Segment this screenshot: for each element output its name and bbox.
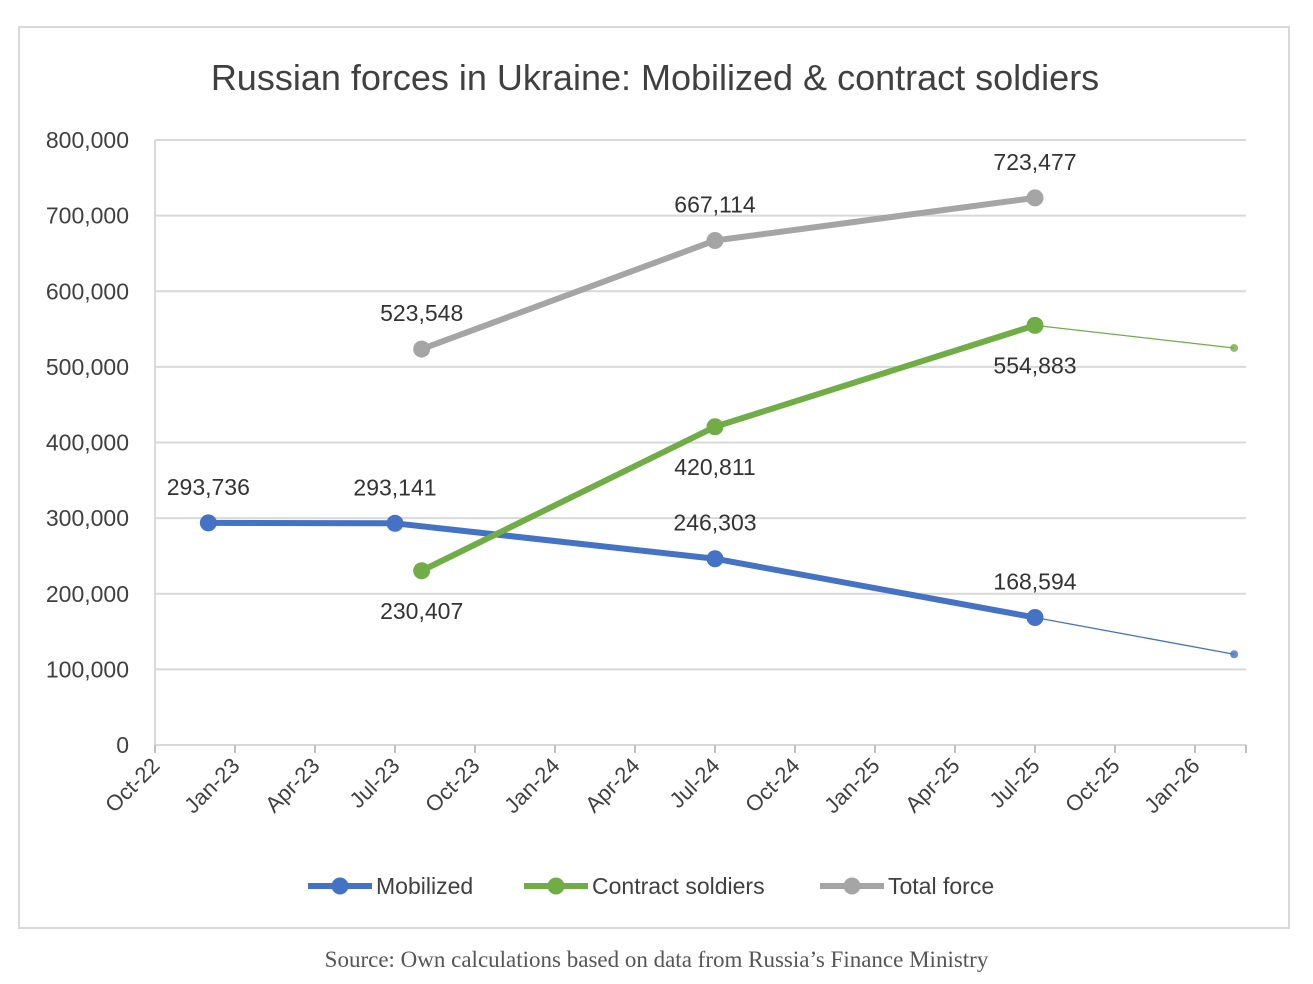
y-tick-label: 200,000 xyxy=(46,581,129,607)
source-note: Source: Own calculations based on data f… xyxy=(324,947,989,972)
x-tick-label: Jul-24 xyxy=(664,753,724,813)
contract-soldiers-point xyxy=(706,418,724,436)
mobilized-data-label: 293,736 xyxy=(167,474,250,500)
mobilized-point xyxy=(199,514,217,532)
chart-frame xyxy=(18,26,1290,929)
contract-soldiers-data-label: 230,407 xyxy=(380,598,463,624)
gridlines xyxy=(155,139,1246,671)
contract-soldiers-projection-point xyxy=(1230,343,1239,352)
y-tick-label: 400,000 xyxy=(46,430,129,456)
total-force-data-label: 523,548 xyxy=(380,300,463,326)
total-force-point xyxy=(706,231,724,249)
total-force-legend-marker xyxy=(843,877,861,895)
contract-soldiers-data-label: 554,883 xyxy=(993,352,1076,378)
mobilized-line xyxy=(208,519,1036,621)
x-tick-label: Jan-26 xyxy=(1139,753,1204,818)
x-tick-label: Apr-24 xyxy=(580,753,644,817)
x-tick-label: Oct-23 xyxy=(420,753,484,817)
mobilized-point xyxy=(1026,609,1044,627)
mobilized-projection-line xyxy=(1034,616,1235,655)
chart-title: Russian forces in Ukraine: Mobilized & c… xyxy=(211,57,1099,98)
contract-soldiers-legend-marker xyxy=(547,877,565,895)
series-lines xyxy=(199,189,1239,659)
y-axis: 0 100,000 200,000 300,000 400,000 500,000 600,… xyxy=(46,127,156,758)
x-tick-label: Jan-23 xyxy=(179,753,244,818)
mobilized-data-label: 293,141 xyxy=(353,474,436,500)
total-force-data-label: 667,114 xyxy=(674,191,756,217)
x-tick-label: Jul-23 xyxy=(344,753,404,813)
mobilized-data-label: 246,303 xyxy=(673,510,756,536)
x-tick-label: Jan-25 xyxy=(819,753,884,818)
contract-soldiers-projection-line xyxy=(1034,324,1235,349)
mobilized-legend-label: Mobilized xyxy=(376,873,473,899)
contract-soldiers-data-label: 420,811 xyxy=(674,454,755,480)
y-tick-label: 700,000 xyxy=(46,203,129,229)
contract-soldiers-point xyxy=(1026,316,1044,334)
mobilized-point xyxy=(386,514,404,532)
y-tick-label: 800,000 xyxy=(46,127,129,153)
total-force-point xyxy=(413,340,431,358)
total-force-point xyxy=(1026,189,1044,207)
x-tick-label: Jul-25 xyxy=(984,753,1044,813)
x-axis: Oct-22 Jan-23 Apr-23 Jul-23 Oct-23 Jan-24 Apr-… xyxy=(100,744,1247,818)
mobilized-data-label: 168,594 xyxy=(993,569,1076,595)
y-tick-label: 100,000 xyxy=(46,656,129,682)
total-force-line xyxy=(420,194,1036,352)
y-tick-label: 500,000 xyxy=(46,354,129,380)
x-tick-label: Oct-22 xyxy=(100,753,164,817)
y-tick-label: 600,000 xyxy=(46,278,129,304)
contract-soldiers-point xyxy=(413,562,431,580)
x-tick-label: Apr-25 xyxy=(900,753,964,817)
legend: Mobilized Contract soldiers Total force xyxy=(308,873,994,899)
data-labels: 293,736 293,141 246,303 168,594 230,407 420,8… xyxy=(167,149,1077,624)
contract-soldiers-legend-label: Contract soldiers xyxy=(592,873,765,899)
mobilized-legend-marker xyxy=(331,877,349,895)
mobilized-projection-point xyxy=(1230,650,1239,659)
total-force-legend-label: Total force xyxy=(888,873,994,899)
line-chart: Russian forces in Ukraine: Mobilized & c… xyxy=(46,57,1247,899)
x-tick-label: Jan-24 xyxy=(499,753,564,818)
y-tick-label: 0 xyxy=(116,732,129,758)
x-tick-label: Oct-25 xyxy=(1060,753,1124,817)
total-force-data-label: 723,477 xyxy=(993,149,1076,175)
y-tick-label: 300,000 xyxy=(46,505,129,531)
x-tick-label: Oct-24 xyxy=(740,753,804,817)
mobilized-point xyxy=(706,550,724,568)
x-tick-label: Apr-23 xyxy=(260,753,324,817)
